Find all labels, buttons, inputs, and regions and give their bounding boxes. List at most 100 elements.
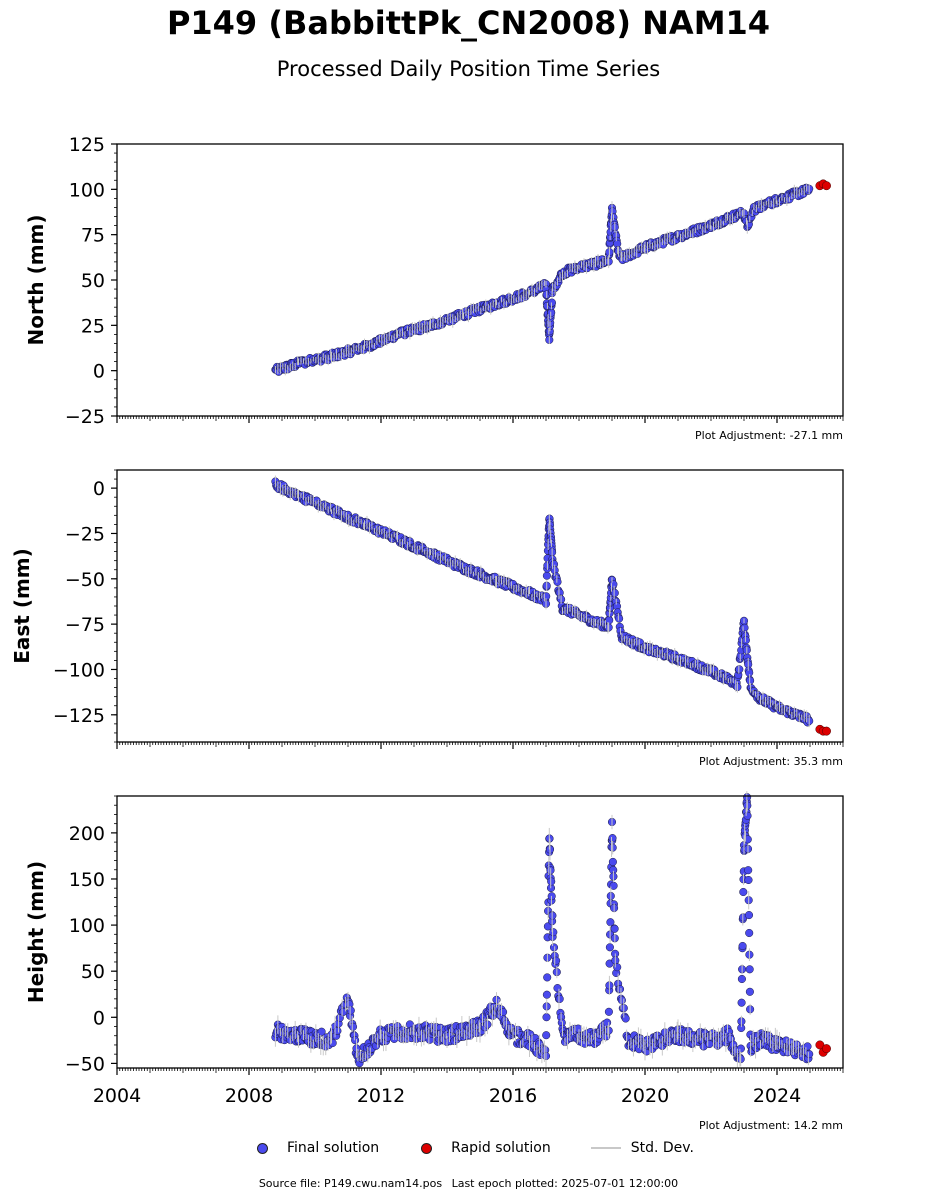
height-x-tick-label: 2004 [93, 1085, 141, 1107]
north-y-tick-label: 125 [69, 134, 105, 156]
height-y-tick-label: −50 [65, 1053, 105, 1075]
east-y-tick-label: −125 [53, 705, 105, 727]
east-y-tick-label: −25 [65, 523, 105, 545]
height-final-point [542, 1031, 551, 1040]
east-panel: −125 −100 −75 −50 −25 0 East (mm) [10, 469, 844, 749]
north-y-tick-label: 25 [81, 315, 105, 337]
height-x-tick-label: 2016 [489, 1085, 537, 1107]
north-x-axis [116, 416, 844, 423]
height-final-point [744, 866, 753, 875]
legend-std-label: Std. Dev. [630, 1140, 694, 1156]
east-plot-adjustment: Plot Adjustment: 35.3 mm [698, 755, 843, 768]
height-final-point [745, 928, 754, 938]
east-rapid-points [815, 724, 831, 736]
east-std-dev [274, 475, 810, 728]
north-rapid-points [815, 179, 831, 191]
legend-rapid-label: Rapid solution [451, 1140, 551, 1156]
east-y-tick-label: −50 [65, 569, 105, 591]
east-final-point [542, 571, 551, 580]
height-final-point [553, 984, 562, 993]
height-final-point [743, 811, 752, 820]
north-y-tick-label: 75 [81, 225, 105, 247]
legend-rapid: Rapid solution [419, 1140, 551, 1156]
height-final-points [271, 793, 814, 1068]
height-final-point [542, 990, 551, 999]
legend: Final solution Rapid solution Std. Dev. [255, 1138, 734, 1158]
height-x-tick-label: 2012 [357, 1085, 405, 1107]
east-y-tick-label: −75 [65, 614, 105, 636]
height-y-axis-label: Height (mm) [24, 861, 48, 1003]
height-std-dev [274, 791, 809, 1068]
height-final-point [621, 1014, 630, 1023]
north-final-points [271, 183, 814, 376]
height-final-point [613, 963, 622, 972]
height-final-point [346, 1006, 355, 1015]
north-std-dev [274, 183, 810, 376]
height-final-point [603, 1018, 612, 1027]
north-y-tick-label: 100 [69, 179, 105, 201]
height-final-point [737, 974, 746, 984]
height-x-tick-label: 2020 [621, 1085, 669, 1107]
final-solution-marker-icon [257, 1142, 268, 1154]
footer: Source file: P149.cwu.nam14.pos Last epo… [0, 1177, 937, 1190]
east-final-point [553, 577, 562, 586]
height-final-point [543, 973, 552, 982]
height-final-point [745, 987, 754, 996]
height-x-tick-label: 2024 [753, 1085, 801, 1107]
height-x-axis: 2004 2008 2012 2016 2020 2024 [93, 1068, 844, 1107]
height-final-point [604, 1007, 613, 1016]
height-y-tick-label: 50 [81, 961, 105, 983]
page-title: P149 (BabbittPk_CN2008) NAM14 [166, 4, 771, 42]
height-final-point [615, 985, 625, 994]
north-y-tick-label: 50 [81, 270, 105, 292]
height-final-point [317, 1027, 326, 1036]
height-y-axis: −50 0 50 100 150 200 [65, 795, 117, 1075]
east-final-points [271, 477, 814, 727]
height-final-point [574, 1024, 583, 1033]
height-final-point [739, 887, 748, 897]
east-final-point [610, 588, 619, 598]
height-final-point [552, 956, 561, 965]
north-y-axis: −25 0 25 50 75 100 125 [65, 134, 117, 428]
height-final-point [744, 911, 754, 920]
page-subtitle: Processed Daily Position Time Series [276, 57, 661, 81]
east-x-axis [116, 742, 844, 749]
height-final-point [351, 1036, 360, 1045]
height-final-point [542, 1013, 551, 1022]
north-rapid-point [822, 181, 831, 191]
height-final-point [736, 1044, 745, 1053]
height-plot-adjustment: Plot Adjustment: 14.2 mm [698, 1119, 843, 1132]
north-panel: −25 0 25 50 75 100 125 North (mm) [24, 134, 844, 428]
height-y-tick-label: 0 [93, 1007, 105, 1029]
height-final-point [608, 857, 617, 866]
height-final-point [549, 943, 559, 952]
north-y-axis-label: North (mm) [24, 214, 48, 345]
east-final-point [609, 580, 618, 589]
footer-last-epoch: Last epoch plotted: 2025-07-01 12:00:00 [451, 1177, 679, 1190]
height-rapid-point [822, 1044, 831, 1054]
height-y-tick-label: 100 [69, 915, 105, 937]
rapid-solution-marker-icon [421, 1142, 433, 1154]
footer-source: Source file: P149.cwu.nam14.pos [258, 1177, 443, 1190]
height-final-point [549, 928, 558, 937]
height-final-point [499, 1007, 508, 1017]
height-final-point [805, 1050, 814, 1059]
height-final-point [608, 834, 617, 843]
east-axes-frame [116, 469, 844, 743]
legend-final-label: Final solution [287, 1140, 380, 1156]
east-y-axis: −125 −100 −75 −50 −25 0 [53, 469, 117, 743]
east-final-point [740, 623, 749, 632]
north-axes-frame [116, 143, 844, 417]
east-y-tick-label: −100 [53, 659, 105, 681]
std-dev-line-icon [590, 1147, 621, 1149]
height-final-point [745, 965, 754, 974]
height-x-tick-label: 2008 [225, 1085, 273, 1107]
north-plot-adjustment: Plot Adjustment: -27.1 mm [695, 429, 843, 442]
height-final-point [610, 924, 619, 933]
height-final-point [744, 875, 753, 885]
east-y-tick-label: 0 [93, 478, 105, 500]
height-final-point [605, 943, 614, 952]
east-final-point [615, 614, 624, 623]
